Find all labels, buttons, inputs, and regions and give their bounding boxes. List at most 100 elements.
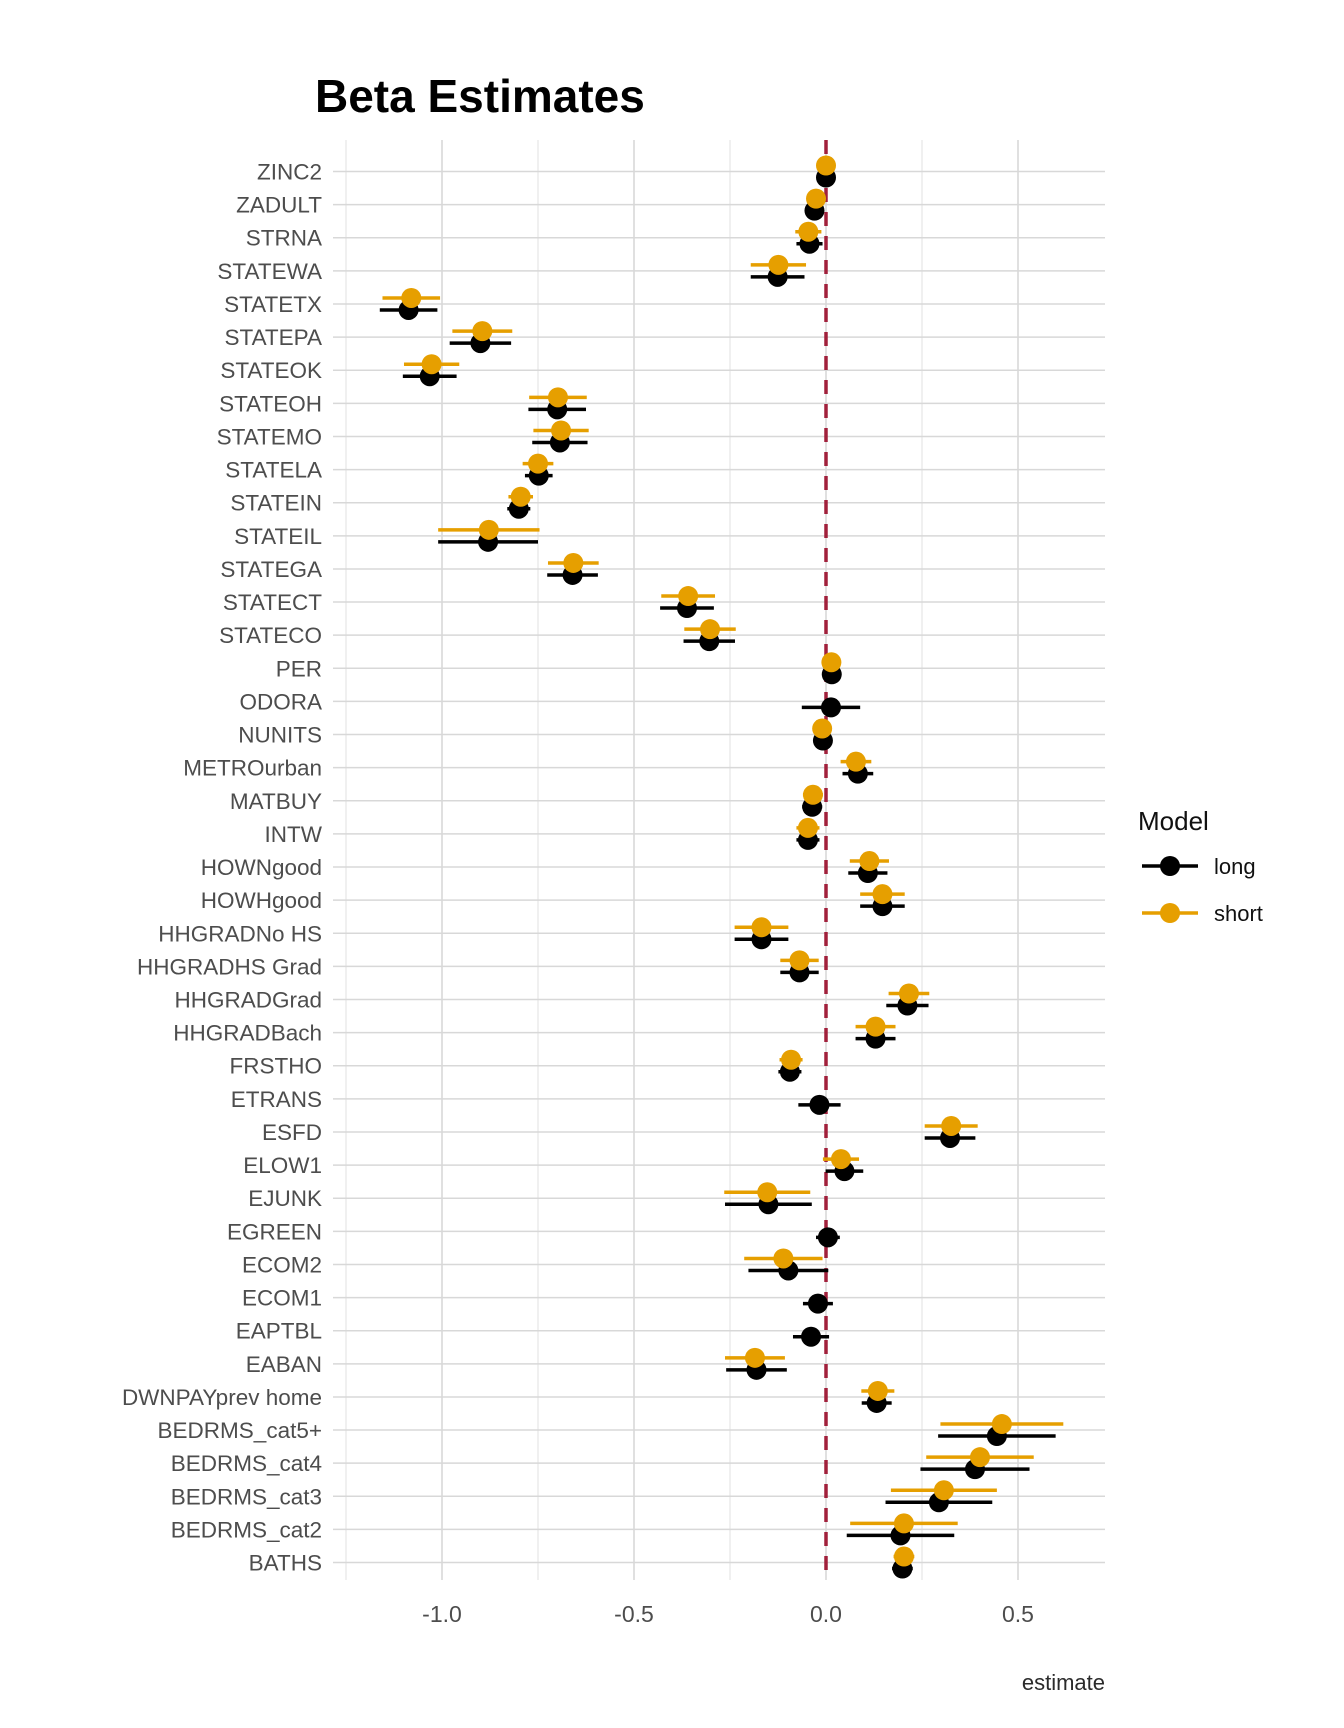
x-axis-title: estimate	[1022, 1670, 1105, 1695]
y-axis-label: HHGRADHS Grad	[137, 954, 322, 979]
y-axis-label: STATEPA	[224, 325, 322, 350]
y-axis-label: ODORA	[239, 689, 322, 714]
estimate-point-short	[528, 453, 548, 474]
y-axis-label: STATEIN	[230, 491, 322, 516]
estimate-point-short	[893, 1546, 914, 1567]
y-axis-label: ECOM2	[242, 1252, 322, 1277]
estimate-point-short	[872, 884, 893, 905]
y-axis-label: BEDRMS_cat2	[171, 1517, 322, 1542]
y-axis-label: STRNA	[246, 226, 322, 251]
x-axis-tick-label: -1.0	[422, 1601, 462, 1627]
estimate-point-short	[865, 1016, 886, 1037]
estimate-point-short	[893, 1513, 914, 1534]
legend-item-short: short	[1142, 901, 1263, 926]
estimate-point-short	[797, 817, 818, 838]
estimate-point-short	[802, 784, 823, 805]
legend-label-short: short	[1214, 901, 1263, 926]
estimate-point-long	[809, 1094, 830, 1115]
estimate-point-short	[563, 552, 584, 573]
estimate-point-short	[678, 586, 699, 607]
estimate-point-short	[757, 1182, 778, 1203]
y-axis-label: ZADULT	[236, 193, 322, 218]
estimate-point-short	[751, 917, 772, 938]
estimate-point-short	[867, 1380, 888, 1401]
x-axis-tick-label: -0.5	[614, 1601, 654, 1627]
estimate-point-short	[933, 1480, 954, 1501]
estimate-point-short	[773, 1248, 794, 1269]
y-axis-label: BEDRMS_cat5+	[158, 1418, 322, 1443]
estimate-point-short	[547, 387, 568, 408]
y-axis-label: EAPTBL	[236, 1319, 322, 1344]
y-axis-label: ECOM1	[242, 1286, 322, 1311]
y-axis-label: MATBUY	[230, 789, 322, 814]
y-axis-label: STATEIL	[234, 524, 322, 549]
legend-title: Model	[1138, 806, 1209, 836]
estimate-point-short	[821, 652, 842, 673]
estimate-point-short	[768, 254, 789, 275]
y-axis-label: BEDRMS_cat4	[171, 1451, 322, 1476]
estimate-point-short	[806, 188, 827, 209]
y-axis-label: BATHS	[249, 1551, 322, 1576]
estimate-point-short	[812, 718, 833, 739]
y-axis-label: ESFD	[262, 1120, 322, 1145]
estimate-point-short	[898, 983, 919, 1004]
y-axis-label: STATEGA	[220, 557, 322, 582]
y-axis-label: STATEMO	[217, 424, 322, 449]
estimate-point-short	[941, 1115, 962, 1136]
y-axis-label: HHGRADGrad	[174, 988, 322, 1013]
x-axis-tick-label: 0.5	[1002, 1601, 1034, 1627]
y-axis-label: DWNPAYprev home	[122, 1385, 322, 1410]
y-axis-label: EABAN	[246, 1352, 322, 1377]
y-axis-label: FRSTHO	[230, 1054, 323, 1079]
y-axis-label: STATECT	[223, 590, 322, 615]
y-axis-label: HHGRADBach	[173, 1021, 322, 1046]
y-axis-label: HOWNgood	[201, 855, 322, 880]
estimate-point-long	[817, 1227, 838, 1248]
x-axis-tick-label: 0.0	[810, 1601, 842, 1627]
estimate-point-short	[401, 287, 422, 308]
y-axis-label: PER	[276, 656, 322, 681]
estimate-point-short	[991, 1414, 1012, 1435]
estimate-point-long	[820, 697, 841, 718]
estimate-point-long	[807, 1293, 828, 1314]
y-axis-label: INTW	[265, 822, 323, 847]
y-axis-label: ZINC2	[257, 160, 322, 185]
y-axis-label: HHGRADNo HS	[158, 921, 322, 946]
y-axis-label: ELOW1	[243, 1153, 322, 1178]
legend-key-dot-long	[1160, 856, 1180, 876]
legend: Model long short	[1138, 806, 1263, 926]
estimate-point-short	[744, 1347, 765, 1368]
estimate-point-short	[859, 851, 880, 872]
estimate-point-short	[830, 1149, 851, 1170]
y-axis-label: EGREEN	[227, 1219, 322, 1244]
estimate-point-short	[472, 321, 493, 342]
y-axis-label: STATEWA	[217, 259, 322, 284]
estimate-point-short	[845, 751, 866, 772]
estimate-point-short	[421, 354, 442, 375]
estimate-point-short	[510, 486, 531, 507]
estimate-point-short	[551, 420, 572, 441]
estimate-point-short	[781, 1049, 802, 1070]
legend-key-dot-short	[1160, 903, 1180, 923]
y-axis-label: HOWHgood	[201, 888, 322, 913]
estimate-point-short	[969, 1447, 990, 1468]
y-axis-label: METROurban	[183, 756, 322, 781]
estimate-point-short	[816, 155, 836, 176]
y-axis-label: ETRANS	[231, 1087, 322, 1112]
y-axis-label: STATECO	[219, 623, 322, 648]
estimate-point-short	[798, 221, 819, 242]
y-axis-label: BEDRMS_cat3	[171, 1484, 322, 1509]
estimate-point-short	[478, 519, 499, 540]
y-axis-label: STATEOK	[220, 358, 322, 383]
legend-label-long: long	[1214, 854, 1256, 879]
y-axis-label: STATETX	[224, 292, 322, 317]
legend-item-long: long	[1142, 854, 1256, 879]
estimate-point-short	[789, 950, 810, 971]
y-axis-label: EJUNK	[248, 1186, 322, 1211]
estimate-point-long	[801, 1326, 822, 1347]
plot-panel: ZINC2 ZADULT STRNA STATEWA STATETX STATEPA STA…	[122, 140, 1105, 1627]
estimate-point-short	[700, 619, 721, 640]
chart-title: Beta Estimates	[315, 70, 645, 122]
